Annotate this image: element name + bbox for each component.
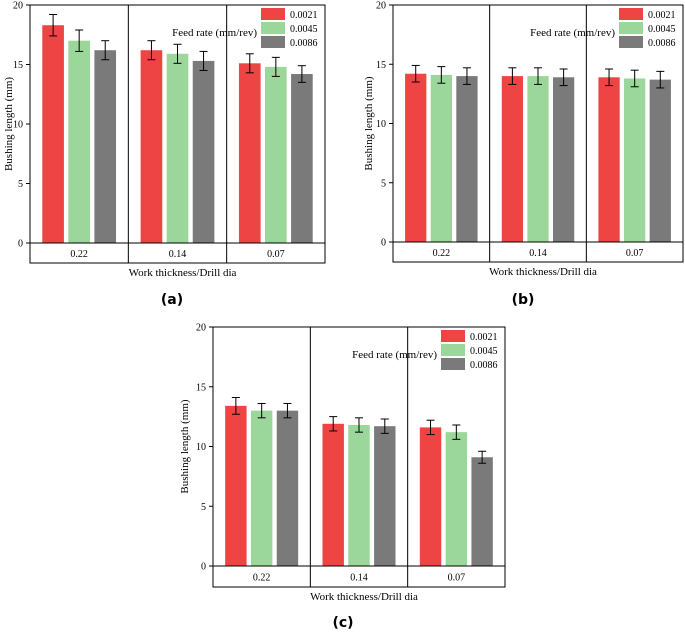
category-label: 0.22 xyxy=(70,249,88,260)
bar-0.0021-0.07 xyxy=(238,63,261,244)
legend-swatch-0.0021 xyxy=(441,330,465,342)
y-tick-label: 10 xyxy=(196,442,206,453)
category-strip xyxy=(392,241,684,263)
category-label: 0.22 xyxy=(253,573,271,584)
y-tick-label: 15 xyxy=(196,382,206,393)
bar-0.0045-0.07 xyxy=(265,66,287,243)
y-tick-label: 0 xyxy=(201,562,206,573)
bar-0.0086-0.14 xyxy=(192,60,215,244)
y-tick-label: 20 xyxy=(376,1,386,12)
bar-0.0021-0.22 xyxy=(225,405,247,566)
bar-0.0021-0.22 xyxy=(42,25,64,244)
category-label: 0.07 xyxy=(267,249,285,260)
y-tick-label: 15 xyxy=(13,60,23,71)
bar-0.0045-0.22 xyxy=(430,74,452,242)
bar-0.0021-0.14 xyxy=(140,50,163,243)
bar-0.0021-0.14 xyxy=(501,76,524,242)
legend-swatch-0.0086 xyxy=(441,358,465,370)
bar-0.0045-0.22 xyxy=(250,410,273,566)
bar-0.0021-0.22 xyxy=(405,73,427,242)
legend-label: 0.0021 xyxy=(470,332,498,343)
bar-0.0086-0.07 xyxy=(471,457,493,566)
bar-0.0086-0.22 xyxy=(276,410,299,566)
y-axis-label: Bushing length (mm) xyxy=(179,399,191,493)
category-label: 0.14 xyxy=(350,573,368,584)
y-tick-label: 5 xyxy=(381,178,386,189)
chart-panel-a: 0.22 0.14 0.07 0 5 10 15 20 Bushing length (mm) W… xyxy=(3,1,326,308)
legend-swatch-0.0045 xyxy=(619,22,643,34)
chart-panel-c: 0.22 0.14 0.07 0 5 10 15 20 Bushing length (mm) W… xyxy=(179,323,506,631)
y-tick-label: 10 xyxy=(13,120,23,131)
legend-label: 0.0021 xyxy=(290,10,318,21)
category-label: 0.07 xyxy=(448,573,466,584)
legend-label: 0.0086 xyxy=(290,38,318,49)
category-label: 0.14 xyxy=(169,249,187,260)
bar-0.0045-0.07 xyxy=(624,78,646,242)
legend-title: Feed rate (mm/rev) xyxy=(172,27,257,39)
y-tick-label: 0 xyxy=(381,238,386,249)
y-tick-label: 5 xyxy=(201,502,206,513)
bar-0.0086-0.22 xyxy=(456,76,478,242)
panel-label: (a) xyxy=(161,292,183,308)
category-label: 0.22 xyxy=(433,248,451,259)
bar-0.0021-0.07 xyxy=(419,427,442,566)
y-axis-label: Bushing length (mm) xyxy=(3,77,15,171)
x-axis-label: Work thickness/Drill dia xyxy=(129,267,237,279)
y-tick-label: 0 xyxy=(18,239,23,250)
category-strip xyxy=(212,565,506,588)
legend-swatch-0.0045 xyxy=(441,344,465,356)
y-axis-label: Bushing length (mm) xyxy=(363,76,375,170)
bar-0.0086-0.22 xyxy=(94,50,117,243)
legend-title: Feed rate (mm/rev) xyxy=(530,27,615,39)
bar-0.0045-0.14 xyxy=(527,76,549,242)
legend-label: 0.0045 xyxy=(470,346,498,357)
category-label: 0.07 xyxy=(626,248,644,259)
bar-0.0086-0.07 xyxy=(291,74,313,244)
x-axis-label: Work thickness/Drill dia xyxy=(310,591,418,603)
bar-0.0045-0.07 xyxy=(445,432,468,566)
legend-label: 0.0021 xyxy=(648,10,676,21)
legend-swatch-0.0086 xyxy=(261,36,285,48)
panel-label: (b) xyxy=(512,292,535,308)
bar-0.0086-0.14 xyxy=(374,426,396,566)
y-tick-label: 15 xyxy=(376,60,386,71)
category-strip xyxy=(29,242,326,264)
y-tick-label: 10 xyxy=(376,119,386,130)
bar-0.0021-0.14 xyxy=(322,423,344,566)
legend-swatch-0.0021 xyxy=(261,8,285,20)
bar-0.0045-0.14 xyxy=(348,424,370,566)
y-tick-label: 5 xyxy=(18,179,23,190)
legend-label: 0.0086 xyxy=(648,38,676,49)
bar-0.0045-0.14 xyxy=(166,53,189,243)
legend-swatch-0.0086 xyxy=(619,36,643,48)
bar-0.0086-0.14 xyxy=(552,77,575,242)
bar-0.0021-0.07 xyxy=(598,77,620,242)
bar-0.0086-0.07 xyxy=(649,79,671,242)
legend-label: 0.0086 xyxy=(470,360,498,371)
legend-label: 0.0045 xyxy=(290,24,318,35)
category-label: 0.14 xyxy=(529,248,547,259)
legend-swatch-0.0021 xyxy=(619,8,643,20)
legend-swatch-0.0045 xyxy=(261,22,285,34)
legend-title: Feed rate (mm/rev) xyxy=(352,349,437,361)
panel-label: (c) xyxy=(332,615,353,631)
chart-panel-b: 0.22 0.14 0.07 0 5 10 15 20 Bushing length (mm) W… xyxy=(363,1,684,308)
x-axis-label: Work thickness/Drill dia xyxy=(489,266,597,278)
bar-0.0045-0.22 xyxy=(68,40,90,244)
legend-label: 0.0045 xyxy=(648,24,676,35)
y-tick-label: 20 xyxy=(196,323,206,334)
y-tick-label: 20 xyxy=(13,1,23,12)
